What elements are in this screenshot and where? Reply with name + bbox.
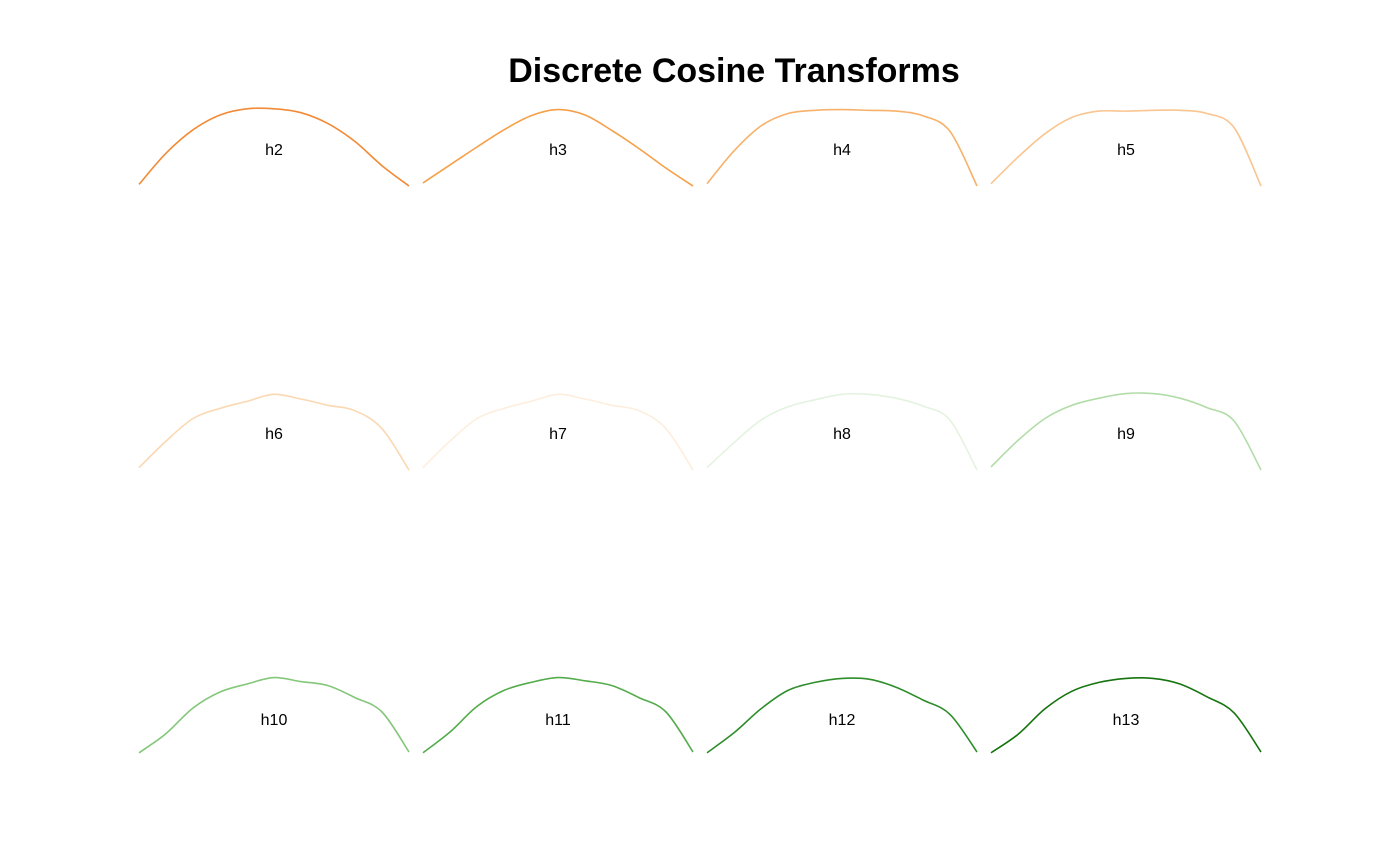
panel-h7: h7: [422, 393, 694, 471]
series-line-h4: [706, 108, 978, 187]
panel-h3: h3: [422, 108, 694, 187]
panel-label-h2: h2: [265, 142, 283, 159]
panel-h2: h2: [138, 107, 410, 187]
panel-label-h12: h12: [829, 712, 856, 729]
chart-title: Discrete Cosine Transforms: [508, 52, 960, 90]
panel-h11: h11: [422, 676, 694, 754]
panel-label-h11: h11: [545, 712, 571, 729]
panel-label-h6: h6: [265, 426, 283, 443]
series-line-h2: [138, 107, 410, 187]
series-line-h8: [706, 392, 978, 471]
series-line-h13: [990, 677, 1262, 754]
series-line-h11: [422, 676, 694, 754]
panel-h9: h9: [990, 392, 1262, 471]
series-line-h10: [138, 676, 410, 754]
panel-h8: h8: [706, 392, 978, 471]
panels-grid: h2 h3 h4 h5 h6 h7 h8 h9 h10 h11 h12 h13: [138, 107, 1262, 754]
panel-label-h10: h10: [261, 712, 288, 729]
panel-h13: h13: [990, 677, 1262, 754]
panel-label-h5: h5: [1117, 142, 1135, 159]
series-line-h6: [138, 393, 410, 471]
panel-h12: h12: [706, 677, 978, 754]
panel-label-h7: h7: [549, 426, 567, 443]
series-line-h7: [422, 393, 694, 471]
series-line-h3: [422, 108, 694, 187]
panel-h10: h10: [138, 676, 410, 754]
panel-label-h8: h8: [833, 426, 851, 443]
series-line-h12: [706, 677, 978, 754]
series-line-h5: [990, 109, 1262, 187]
panel-label-h13: h13: [1113, 712, 1140, 729]
panel-label-h4: h4: [833, 142, 851, 159]
panel-h4: h4: [706, 108, 978, 187]
panel-label-h9: h9: [1117, 426, 1135, 443]
panel-h5: h5: [990, 109, 1262, 187]
series-line-h9: [990, 392, 1262, 471]
panel-label-h3: h3: [549, 142, 567, 159]
panel-h6: h6: [138, 393, 410, 471]
